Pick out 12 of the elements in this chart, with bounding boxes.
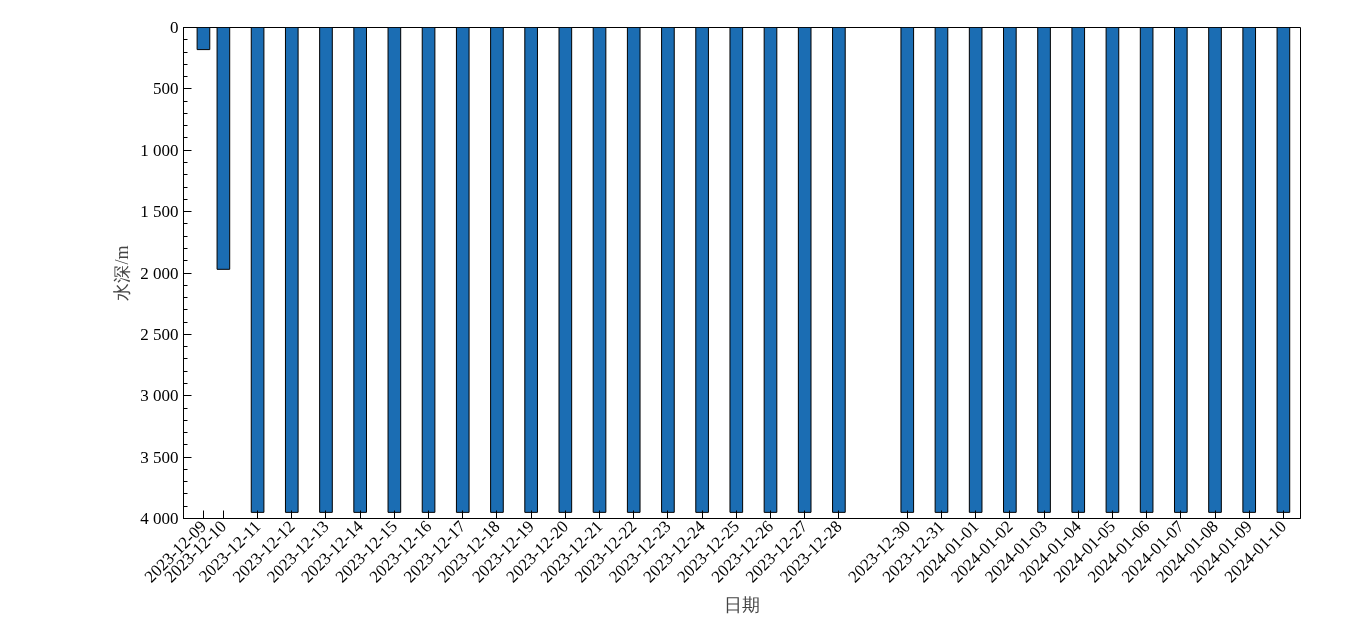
y-tick-label: 1 000 — [140, 140, 179, 160]
y-axis-title: 水深/m — [112, 245, 133, 301]
y-tick-label: 0 — [170, 18, 179, 37]
bar — [196, 27, 211, 51]
y-tick-label: 3 500 — [140, 447, 179, 467]
y-tick-label: 3 000 — [140, 386, 179, 406]
y-tick-label: 2 500 — [140, 324, 179, 344]
y-tick-label: 2 000 — [140, 263, 179, 283]
bar — [216, 27, 231, 270]
x-axis-title: 日期 — [724, 595, 760, 616]
y-tick-label: 1 500 — [140, 202, 179, 222]
y-tick-label: 500 — [153, 79, 179, 99]
